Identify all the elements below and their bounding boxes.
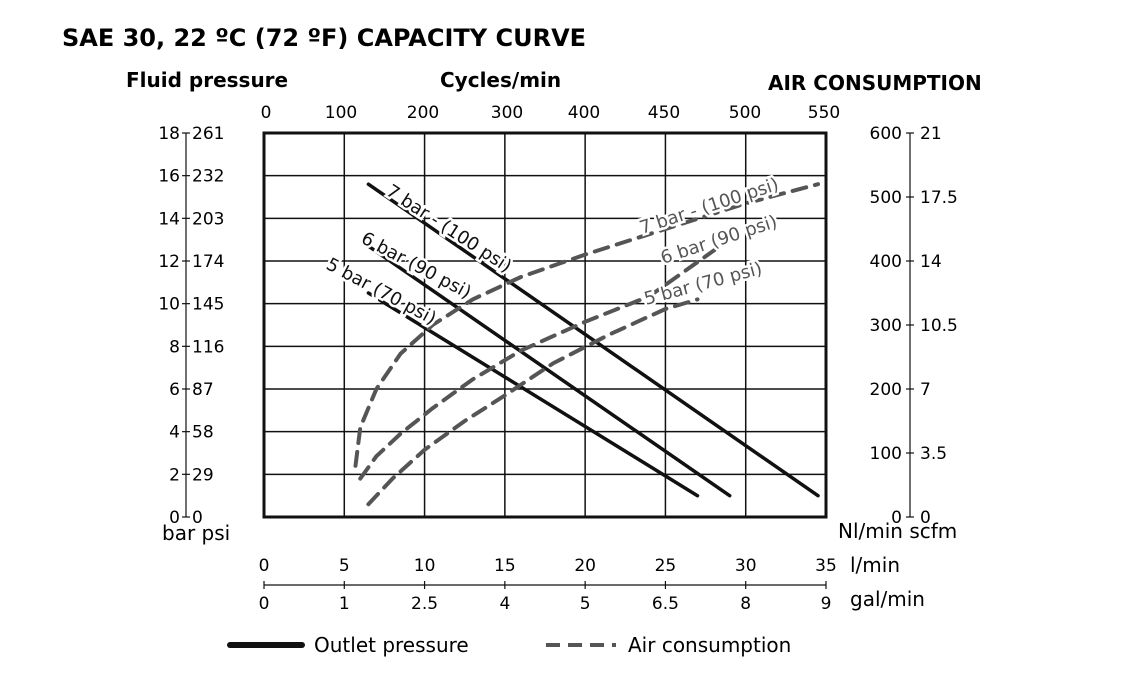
right-axis-title: AIR CONSUMPTION — [768, 71, 982, 95]
right-axis-scfm-tick-label: 7 — [920, 380, 931, 400]
left-axis-bar-tick-label: 10 — [158, 295, 180, 315]
right-axis-nlmin-tick-label: 400 — [870, 252, 902, 272]
right-axis-nlmin-tick-label: 200 — [870, 380, 902, 400]
bottom-axis-galmin-tick-label: 9 — [821, 594, 832, 614]
right-axis-scfm-tick-label: 17.5 — [920, 188, 958, 208]
top-axis-tick-label: 450 — [648, 103, 680, 123]
bottom-axis-galmin-tick-label: 0 — [259, 594, 270, 614]
left-axis-psi-tick-label: 29 — [192, 465, 214, 485]
top-axis-tick-label: 500 — [729, 103, 761, 123]
left-axis-bar-tick-label: 18 — [158, 124, 180, 144]
right-axis-nlmin-tick-label: 100 — [870, 444, 902, 464]
top-axis-title: Cycles/min — [440, 68, 561, 92]
left-axis-bar-tick-label: 0 — [169, 508, 180, 528]
bottom-axis-lmin-tick-label: 10 — [414, 556, 436, 576]
left-axis-bar-tick-label: 4 — [169, 423, 180, 443]
top-axis-tick-label: 200 — [407, 103, 439, 123]
air-consumption-line-3 — [353, 182, 820, 468]
air-consumption-line-4 — [358, 243, 724, 481]
left-axis-bar-tick-label: 16 — [158, 167, 180, 187]
bottom-axis-galmin-tick-label: 4 — [499, 594, 510, 614]
right-axis-scfm-tick-label: 0 — [920, 508, 931, 528]
bottom-axis-lmin-tick-label: 35 — [815, 556, 837, 576]
right-axis-units: Nl/min scfm — [838, 519, 957, 543]
bottom-axis-galmin-tick-label: 8 — [740, 594, 751, 614]
series — [353, 182, 820, 507]
left-axis-psi-tick-label: 116 — [192, 337, 224, 357]
legend-outlet-label: Outlet pressure — [314, 633, 469, 657]
air-consumption-line-5 — [366, 297, 700, 507]
bottom-axis-lmin-tick-label: 30 — [735, 556, 757, 576]
right-axis-nlmin-tick-label: 300 — [870, 316, 902, 336]
legend: Outlet pressure Air consumption — [227, 633, 791, 657]
right-axis-scfm-tick-label: 21 — [920, 124, 942, 144]
outlet-pressure-line-0 — [366, 182, 820, 498]
left-axis-units: bar psi — [162, 521, 230, 545]
plot-frame — [262, 131, 828, 519]
outlet-pressure-line-1 — [366, 244, 732, 498]
left-axis-title: Fluid pressure — [126, 68, 288, 92]
bottom-axis-galmin-tick-label: 1 — [339, 594, 350, 614]
left-axis-psi-tick-label: 0 — [192, 508, 203, 528]
bottom-axis-galmin-tick-label: 2.5 — [411, 594, 438, 614]
left-axis-psi-tick-label: 145 — [192, 295, 224, 315]
bottom-axis-lmin-tick-label: 5 — [339, 556, 350, 576]
bottom-axis-galmin-tick-label: 5 — [580, 594, 591, 614]
top-axis-tick-label: 300 — [491, 103, 523, 123]
left-axis-bar-tick-label: 14 — [158, 209, 180, 229]
left-axis-psi-tick-label: 87 — [192, 380, 214, 400]
bottom-axis-lmin-tick-label: 15 — [494, 556, 516, 576]
top-axis-tick-label: 550 — [808, 103, 840, 123]
left-axis-bar-tick-label: 2 — [169, 465, 180, 485]
right-axis-scfm-tick-label: 3.5 — [920, 444, 947, 464]
chart-title: SAE 30, 22 ºC (72 ºF) CAPACITY CURVE — [62, 24, 586, 52]
left-axis-psi-tick-label: 174 — [192, 252, 224, 272]
right-axis-scfm-tick-label: 14 — [920, 252, 942, 272]
top-axis-tick-label: 100 — [325, 103, 357, 123]
legend-air-label: Air consumption — [628, 633, 791, 657]
bottom-axis-2-units: gal/min — [850, 587, 925, 611]
left-axis-psi-tick-label: 203 — [192, 209, 224, 229]
left-axis-psi-tick-label: 261 — [192, 124, 224, 144]
bottom-axis-lmin-tick-label: 20 — [574, 556, 596, 576]
bottom-axis-galmin-tick-label: 6.5 — [652, 594, 679, 614]
grid — [262, 131, 828, 519]
left-axis-bar-tick-label: 6 — [169, 380, 180, 400]
bottom-axis-lmin-tick-label: 25 — [655, 556, 677, 576]
bottom-axis-lmin-tick-label: 0 — [259, 556, 270, 576]
outlet-pressure-line-2 — [366, 291, 700, 498]
right-axis-scfm-tick-label: 10.5 — [920, 316, 958, 336]
left-axis-psi-tick-label: 232 — [192, 167, 224, 187]
right-axis-nlmin-tick-label: 600 — [870, 124, 902, 144]
bottom-axis-1-units: l/min — [850, 553, 900, 577]
series-labels: 7 bar - (100 psi)6 bar (90 psi)5 bar (70… — [320, 172, 784, 332]
left-axis-psi-tick-label: 58 — [192, 423, 214, 443]
left-axis-bar-tick-label: 12 — [158, 252, 180, 272]
top-axis-tick-label: 0 — [261, 103, 272, 123]
right-axis-nlmin-tick-label: 500 — [870, 188, 902, 208]
top-axis-tick-label: 400 — [568, 103, 600, 123]
left-axis-bar-tick-label: 8 — [169, 337, 180, 357]
right-axis-nlmin-tick-label: 0 — [891, 508, 902, 528]
